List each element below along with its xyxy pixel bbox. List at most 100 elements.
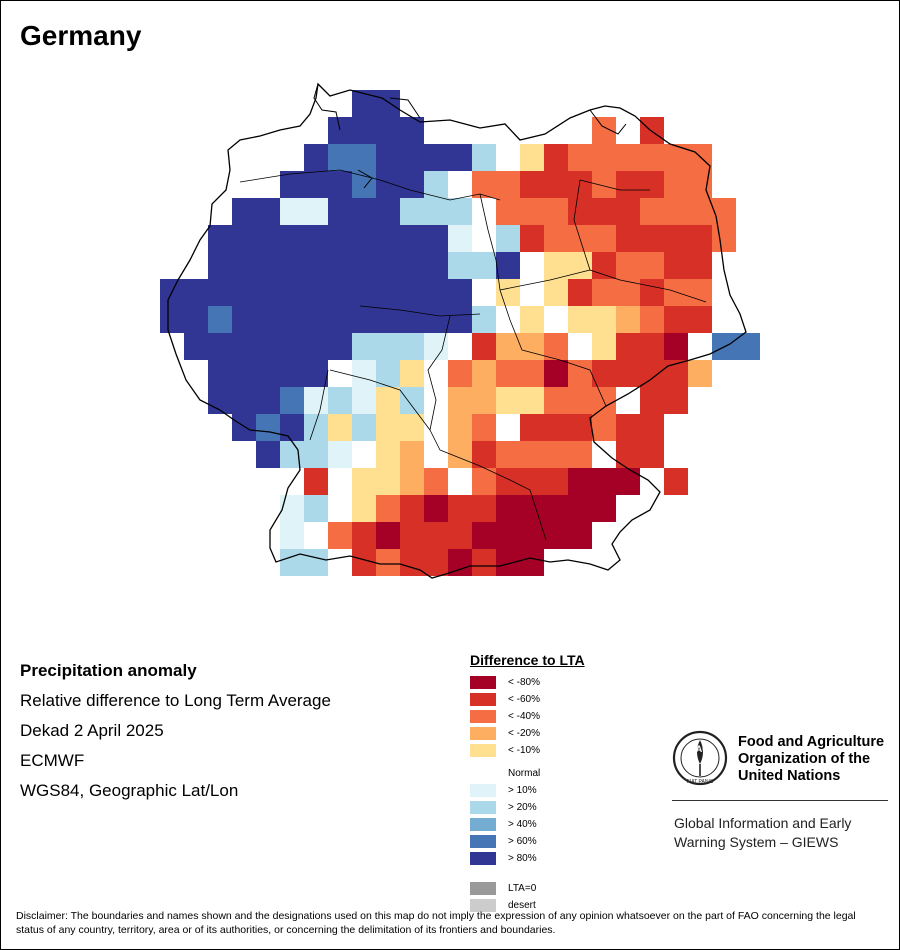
grid-cell <box>376 144 400 171</box>
legend-item-0: < -80% <box>470 674 670 691</box>
legend-swatch <box>470 727 496 740</box>
map-info: Precipitation anomaly Relative differenc… <box>20 656 331 806</box>
grid-cell <box>568 306 592 333</box>
grid-cell <box>208 333 232 360</box>
grid-cell <box>568 198 592 225</box>
grid-cell <box>640 333 664 360</box>
grid-cell <box>208 360 232 387</box>
grid-cell <box>304 333 328 360</box>
grid-cell <box>616 414 640 441</box>
grid-cell <box>568 279 592 306</box>
grid-cell <box>328 333 352 360</box>
grid-cell <box>688 225 712 252</box>
grid-cell <box>376 198 400 225</box>
grid-cell <box>352 90 376 117</box>
grid-cell <box>520 225 544 252</box>
grid-cell <box>472 144 496 171</box>
grid-cell <box>664 225 688 252</box>
fao-name-line-1: Food and Agriculture <box>738 734 885 750</box>
grid-cell <box>232 414 256 441</box>
grid-cell <box>592 360 616 387</box>
grid-cell <box>664 198 688 225</box>
grid-cell <box>232 279 256 306</box>
fao-name: Food and Agriculture Organization of the… <box>738 734 884 785</box>
grid-cell <box>280 306 304 333</box>
grid-cell <box>352 414 376 441</box>
grid-cell <box>424 225 448 252</box>
grid-cell <box>280 225 304 252</box>
grid-cell <box>376 306 400 333</box>
grid-cell <box>424 171 448 198</box>
grid-cell <box>472 468 496 495</box>
grid-cell <box>400 117 424 144</box>
grid-cell <box>280 414 304 441</box>
grid-cell <box>424 198 448 225</box>
grid-cell <box>448 306 472 333</box>
grid-cell <box>520 333 544 360</box>
grid-cell <box>304 549 328 576</box>
grid-cell <box>304 279 328 306</box>
grid-cell <box>304 441 328 468</box>
grid-cell <box>472 333 496 360</box>
grid-cell <box>520 468 544 495</box>
grid-cell <box>712 225 736 252</box>
legend-swatch <box>470 801 496 814</box>
legend-label: > 80% <box>508 853 537 864</box>
grid-cell <box>544 279 568 306</box>
grid-cell <box>448 225 472 252</box>
grid-cell <box>400 495 424 522</box>
grid-cell <box>280 198 304 225</box>
grid-cell <box>352 495 376 522</box>
grid-cell <box>544 468 568 495</box>
grid-cell <box>448 495 472 522</box>
grid-cell <box>400 306 424 333</box>
legend-extra-1: desert <box>470 897 670 914</box>
grid-cell <box>400 441 424 468</box>
legend-item-2: < -40% <box>470 708 670 725</box>
legend-swatch <box>470 693 496 706</box>
grid-cell <box>544 414 568 441</box>
grid-cell <box>256 198 280 225</box>
grid-cell <box>568 468 592 495</box>
grid-cell <box>232 306 256 333</box>
grid-cell <box>544 360 568 387</box>
legend-swatch <box>470 835 496 848</box>
grid-cell <box>688 360 712 387</box>
grid-cell <box>544 252 568 279</box>
fao-logo: FAO FIAT PANIS <box>672 730 728 786</box>
grid-cell <box>352 522 376 549</box>
grid-cell <box>280 549 304 576</box>
grid-cell <box>664 468 688 495</box>
grid-cell <box>472 522 496 549</box>
grid-cell <box>352 144 376 171</box>
legend-item-7: > 20% <box>470 799 670 816</box>
grid-cell <box>592 144 616 171</box>
grid-cell <box>184 279 208 306</box>
grid-cell <box>616 441 640 468</box>
grid-cell <box>640 144 664 171</box>
grid-cell <box>304 306 328 333</box>
grid-cell <box>304 468 328 495</box>
grid-cell <box>520 171 544 198</box>
grid-cell <box>352 387 376 414</box>
grid-cell <box>376 252 400 279</box>
grid-cell <box>328 387 352 414</box>
grid-cell <box>304 495 328 522</box>
grid-cell <box>400 414 424 441</box>
legend-label: < -80% <box>508 677 540 688</box>
grid-cell <box>160 306 184 333</box>
info-line-3: ECMWF <box>20 751 85 770</box>
grid-cell <box>496 225 520 252</box>
grid-cell <box>400 387 424 414</box>
grid-cell <box>616 252 640 279</box>
grid-cell <box>232 333 256 360</box>
grid-cell <box>328 117 352 144</box>
fao-divider <box>672 800 888 801</box>
grid-cell <box>640 225 664 252</box>
giews-name: Global Information and Early Warning Sys… <box>674 814 851 852</box>
grid-cell <box>448 198 472 225</box>
grid-cell <box>568 522 592 549</box>
legend-item-1: < -60% <box>470 691 670 708</box>
info-heading: Precipitation anomaly <box>20 661 197 680</box>
grid-cell <box>376 171 400 198</box>
